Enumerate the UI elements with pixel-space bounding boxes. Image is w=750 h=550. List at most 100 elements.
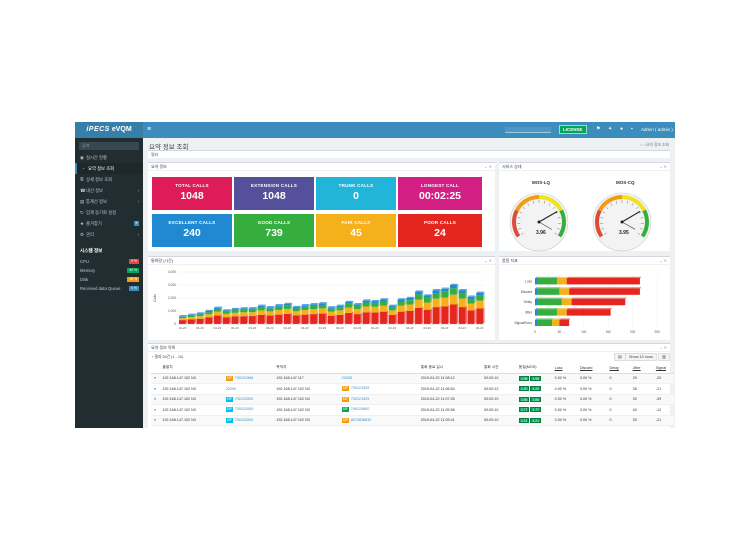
table-header-cell[interactable]: 출발지 xyxy=(159,363,223,374)
row-expand-icon[interactable]: ● xyxy=(151,373,160,384)
tile-poor-calls[interactable]: POOR CALLS 24 xyxy=(398,214,482,247)
source-cell: 192.168.147.102 N3 xyxy=(159,394,223,405)
table-header-cell[interactable]: Delay xyxy=(606,363,630,374)
table-header-cell[interactable]: 목적지 xyxy=(273,363,339,374)
source-number-link[interactable]: 730122000 xyxy=(234,407,254,412)
flag-icon[interactable]: ⚑ xyxy=(596,126,601,132)
table-row[interactable]: ● 192.168.147.102 N3 22000 192.168.147.102 … xyxy=(151,383,674,395)
destination-number-link[interactable]: 730121929 xyxy=(350,386,370,391)
sidebar-search-input[interactable]: 검색 xyxy=(79,142,139,150)
row-expand-icon[interactable]: ● xyxy=(151,415,160,426)
box-tools-icon[interactable]: ⌄ ✕ xyxy=(484,164,492,169)
export-button[interactable]: ▤ xyxy=(614,353,626,361)
bar-segment-side xyxy=(369,305,371,312)
bar-segment-side xyxy=(465,306,467,323)
settings-icon[interactable]: ▪ xyxy=(631,126,633,132)
tile-total-calls[interactable]: TOTAL CALLS 1048 xyxy=(152,177,232,210)
table-header-cell[interactable]: 품질(MOS) xyxy=(515,363,552,374)
bar-segment xyxy=(205,312,213,315)
table-header-cell[interactable]: Jitter xyxy=(629,363,653,374)
mos-lq-badge: 3.95 xyxy=(518,375,530,381)
y-tick-label: 2,000 xyxy=(168,296,176,300)
bar-segment-side xyxy=(369,301,371,306)
table-row[interactable]: ● 192.168.147.102 N3 SIP 730122000 192.168.1… xyxy=(151,415,674,426)
admin-user-menu[interactable]: Admin ( admin ) xyxy=(641,127,673,132)
hamburger-icon[interactable]: ≡ xyxy=(147,126,152,133)
bar-segment-side xyxy=(378,311,380,323)
gauge-needle xyxy=(538,211,558,223)
destination-number-link[interactable]: 8270636632 xyxy=(350,417,372,422)
destination-number-link[interactable]: 730121929 xyxy=(350,396,370,401)
bar-segment xyxy=(353,314,361,324)
signal-cell: -20 xyxy=(652,373,674,384)
table-row[interactable]: ● 192.168.147.102 N3 SIP 730122000 192.168.1… xyxy=(151,394,674,405)
sidebar-item-extension[interactable]: ☎내선 정보 ‹ xyxy=(75,185,143,196)
sidebar-item-realtime[interactable]: ◉ 실시간 현황 xyxy=(75,152,143,163)
bar-segment-side xyxy=(483,294,485,300)
bar-segment-side xyxy=(421,298,424,307)
source-number-link[interactable]: 22000 xyxy=(225,386,236,391)
row-expand-icon[interactable]: ● xyxy=(151,394,160,405)
destination-number-link[interactable]: 749124800 xyxy=(350,407,370,412)
filter-bar[interactable]: 필터 xyxy=(148,150,670,158)
table-header-cell[interactable]: 통화 시간 xyxy=(481,363,516,374)
table-header-cell[interactable]: Signal xyxy=(652,363,674,374)
wrench-icon[interactable]: ✦ xyxy=(608,126,613,132)
sidebar-item-detail[interactable]: ≣ 상세 정보 조회 xyxy=(75,174,143,185)
bar-segment xyxy=(362,302,370,307)
breadcrumb[interactable]: ⌂ › 요약 정보 조회 xyxy=(640,143,669,148)
sidebar-item-label: 임계 동기화 설정 xyxy=(86,210,117,215)
tile-fair-calls[interactable]: FAIR CALLS 45 xyxy=(316,214,396,247)
x-tick-label: 100 xyxy=(581,330,587,334)
sidebar-item-sync[interactable]: ↻ 임계 동기화 설정 xyxy=(75,207,143,218)
hbar-segment-top xyxy=(570,287,641,289)
row-expand-icon[interactable]: ● xyxy=(151,383,160,395)
tile-extension-calls[interactable]: EXTENSION CALLS 1048 xyxy=(234,177,314,210)
destination-number-link[interactable]: 22005 xyxy=(341,376,352,381)
bar-segment-side xyxy=(247,307,249,309)
summary-box: 요약 정보 ⌄ ✕ TOTAL CALLS 1048 EXTENSION CALLS… xyxy=(148,162,495,251)
tile-good-calls[interactable]: GOOD CALLS 739 xyxy=(234,214,314,247)
box-tools-icon[interactable]: ⌄ ✕ xyxy=(484,258,492,263)
bar-segment-side xyxy=(255,315,258,323)
tile-trunk-calls[interactable]: TRUNK CALLS 0 xyxy=(316,177,396,210)
sidebar-item-stats[interactable]: ▤ 통계선 정보 ‹ xyxy=(75,196,143,207)
top-search-input[interactable] xyxy=(505,127,551,133)
table-header-cell[interactable]: Discard xyxy=(576,363,607,374)
table-header-cell[interactable] xyxy=(222,363,274,374)
bar-top-face xyxy=(258,304,266,306)
box-tools-icon[interactable]: ⌄ ✕ xyxy=(659,164,667,169)
mos-cell: 4.21 4.21 xyxy=(515,415,552,426)
bar-segment xyxy=(441,291,449,298)
app-logo[interactable]: iPECS eVQM xyxy=(75,122,143,138)
tile-value: 1048 xyxy=(180,190,204,202)
discard-cell: 0.00 % xyxy=(576,404,607,416)
box-tools-icon[interactable]: ⌄ ✕ xyxy=(659,258,667,263)
columns-button[interactable]: ▥ xyxy=(658,353,670,361)
table-header-cell[interactable]: Loss xyxy=(551,363,577,374)
tile-excellent-calls[interactable]: EXCELLENT CALLS 240 xyxy=(152,214,232,247)
sidebar-item-summary[interactable]: ◔ 요약 정보 조회 xyxy=(75,163,143,174)
mos-lq-badge: 4.20 xyxy=(518,386,530,392)
gauge-tick xyxy=(631,203,634,206)
gear-icon: ⚙ xyxy=(80,232,84,237)
gauge-tick xyxy=(638,211,642,214)
table-header-cell[interactable] xyxy=(338,363,418,374)
table-row[interactable]: ● 192.168.147.102 N3 SIP 730121986 192.168.1… xyxy=(151,373,674,384)
show-rows-button[interactable]: Show 10 rows xyxy=(625,353,657,361)
license-button[interactable]: LICENSE xyxy=(559,125,587,134)
bar-segment-side xyxy=(395,306,398,310)
source-number-link[interactable]: 730121986 xyxy=(234,375,254,380)
sidebar-item-favorites[interactable]: ★ 즐겨찾기 5 xyxy=(75,218,143,229)
row-expand-icon[interactable]: ● xyxy=(151,404,160,416)
gauge-hub xyxy=(537,220,541,224)
source-number-link[interactable]: 730122000 xyxy=(234,417,254,422)
table-header-cell[interactable]: 통화 종료 일시 xyxy=(417,363,482,374)
tile-longest-call[interactable]: LONGEST CALL 00:02:25 xyxy=(398,177,482,210)
table-row[interactable]: ● 192.168.147.102 N3 SIP 730122000 192.168.1… xyxy=(151,404,674,416)
box-tools-icon[interactable]: ⌄ ✕ xyxy=(659,345,667,350)
user-icon[interactable]: ● xyxy=(620,126,624,132)
sidebar-item-admin[interactable]: ⚙ 관리 ‹ xyxy=(75,229,143,240)
source-number-link[interactable]: 730122000 xyxy=(234,396,254,401)
bar-segment xyxy=(458,293,466,299)
